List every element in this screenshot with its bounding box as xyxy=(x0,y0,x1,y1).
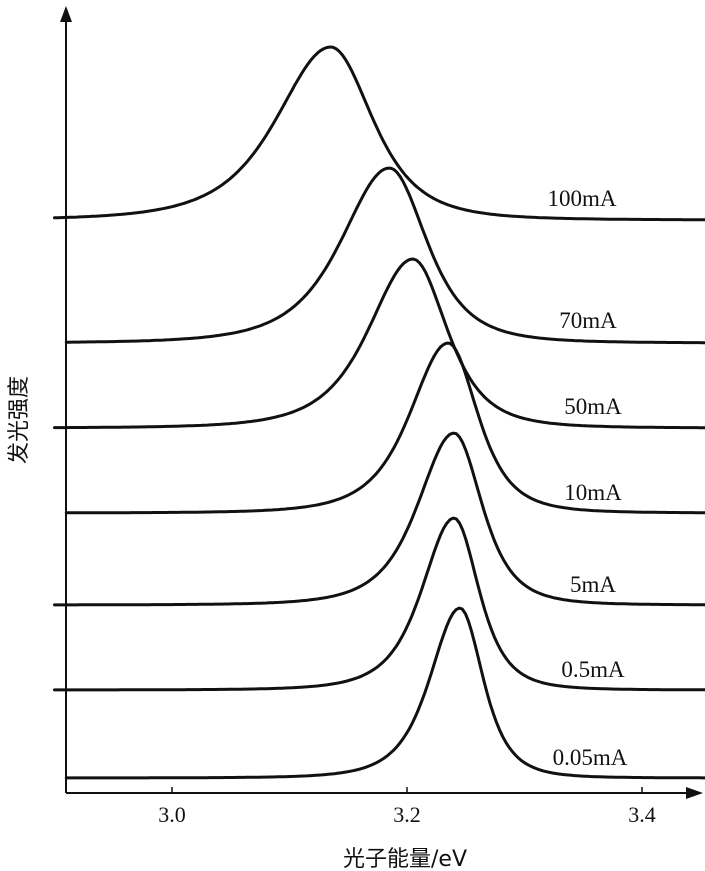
series-label: 70mA xyxy=(559,308,617,333)
y-axis-arrow xyxy=(60,6,72,22)
x-axis-title: 光子能量/eV xyxy=(343,847,467,871)
series-label: 50mA xyxy=(564,394,622,419)
series-label: 0.05mA xyxy=(553,745,628,770)
y-axis-title: 发光强度 xyxy=(7,376,32,464)
spectrum-line-5mA xyxy=(53,431,705,607)
x-tick-label: 3.2 xyxy=(393,802,421,827)
series-label: 100mA xyxy=(548,186,617,211)
series-label: 0.5mA xyxy=(561,657,625,682)
curves xyxy=(53,45,705,780)
x-tick-label: 3.0 xyxy=(158,802,186,827)
spectrum-line-70mA xyxy=(64,166,705,345)
spectrum-line-100mA xyxy=(53,45,705,222)
spectrum-line-10mA xyxy=(64,341,705,515)
spectrum-line-0.5mA xyxy=(53,516,705,692)
x-ticks: 3.03.23.43.6 xyxy=(158,787,656,827)
series-label: 5mA xyxy=(570,572,616,597)
x-tick-label: 3.4 xyxy=(628,802,656,827)
series-label: 10mA xyxy=(564,480,622,505)
spectrum-line-0.05mA xyxy=(64,606,705,780)
series-labels: 100mA 70mA 50mA 10mA 5mA 0.5mA 0.05mA xyxy=(548,186,628,770)
x-axis-arrow xyxy=(686,787,703,799)
